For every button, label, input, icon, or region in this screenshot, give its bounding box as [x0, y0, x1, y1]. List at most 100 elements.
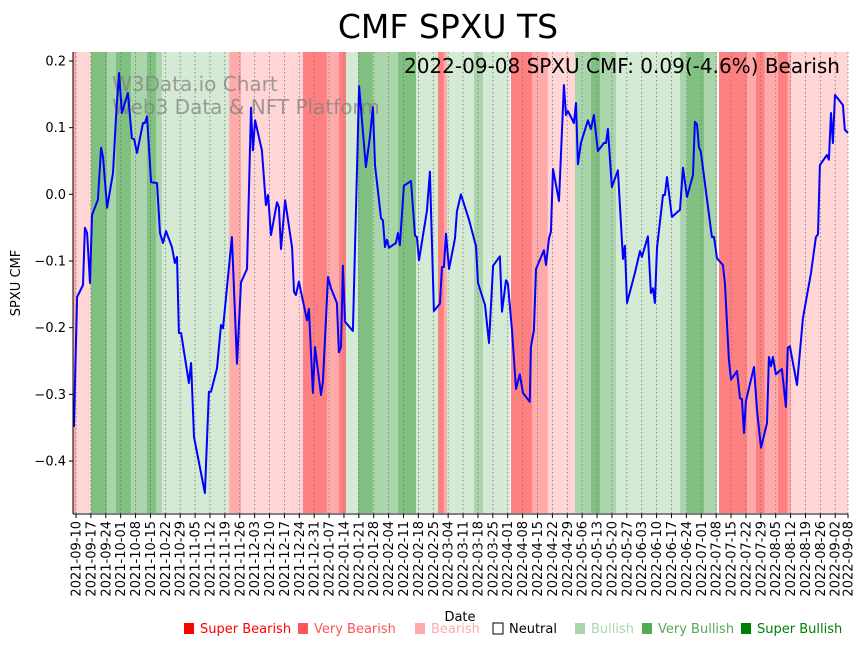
x-tick-label: 2022-07-01: [695, 521, 710, 597]
x-gridlines: [75, 52, 849, 514]
x-tick-label: 2022-09-08: [842, 521, 857, 597]
band-very-bullish: [600, 52, 616, 513]
y-ticks: 0.2 0.1 0.0 −0.1 −0.2 −0.3 −0.4: [34, 55, 73, 470]
band-very-bullish: [107, 52, 116, 513]
band-very-bearish: [326, 52, 339, 513]
band-super-bullish: [358, 52, 373, 513]
band-very-bearish: [746, 52, 756, 513]
chart-title: CMF SPXU TS: [338, 7, 558, 46]
legend-item: Bearish: [415, 622, 480, 637]
x-tick-label: 2022-06-10: [650, 521, 665, 597]
legend-swatch: [184, 623, 194, 634]
latest-value-annotation: 2022-09-08 SPXU CMF: 0.09(-4.6%) Bearish: [404, 54, 840, 78]
band-very-bullish: [155, 52, 162, 513]
x-tick-label: 2022-09-02: [829, 521, 844, 597]
x-tick-label: 2021-09-17: [84, 521, 99, 597]
legend-swatch: [415, 623, 425, 634]
x-tick-label: 2021-09-24: [99, 521, 114, 597]
legend-label: Bearish: [431, 622, 480, 637]
x-tick-label: 2022-06-24: [680, 521, 695, 597]
watermark-line-2: Web3 Data & NFT Platform: [112, 95, 380, 119]
sentiment-bands: [73, 52, 848, 513]
band-very-bullish: [131, 52, 148, 513]
x-tick-label: 2022-01-14: [337, 521, 352, 597]
x-ticks: 2021-09-10 2021-09-17 2021-09-24 2021-10-01…: [70, 514, 857, 597]
x-tick-label: 2022-02-25: [427, 521, 442, 597]
legend-swatch: [492, 622, 504, 635]
y-tick-label: 0.0: [45, 188, 66, 203]
x-tick-label: 2022-01-21: [352, 521, 367, 597]
band-very-bearish: [443, 52, 447, 513]
legend-item: Neutral: [492, 622, 557, 637]
x-tick-label: 2022-05-06: [576, 521, 591, 597]
axes: [72, 52, 848, 515]
x-tick-label: 2022-06-17: [665, 521, 680, 597]
band-super-bullish: [115, 52, 132, 513]
legend-swatch: [741, 623, 751, 634]
y-tick-label: −0.4: [34, 455, 66, 470]
band-bullish: [161, 52, 230, 513]
x-tick-label: 2022-06-03: [635, 521, 650, 597]
band-bullish: [346, 52, 359, 513]
band-bullish: [446, 52, 474, 513]
x-tick-label: 2021-10-01: [114, 521, 129, 597]
band-very-bearish: [531, 52, 548, 513]
y-tick-label: 0.1: [45, 121, 66, 136]
x-tick-label: 2021-12-24: [293, 521, 308, 597]
x-tick-label: 2021-11-12: [203, 521, 218, 597]
x-tick-label: 2021-10-08: [129, 521, 144, 597]
legend-swatch: [298, 623, 308, 634]
legend-label: Neutral: [509, 622, 557, 637]
band-very-bullish: [574, 52, 591, 513]
x-tick-label: 2022-08-19: [799, 521, 814, 597]
x-tick-label: 2022-05-20: [605, 521, 620, 597]
x-tick-label: 2022-07-29: [754, 521, 769, 597]
watermark-line-1: W3Data.io Chart: [112, 72, 278, 96]
band-super-bullish: [590, 52, 601, 513]
x-tick-label: 2022-01-07: [323, 521, 338, 597]
x-tick-label: 2022-07-15: [725, 521, 740, 597]
band-very-bullish: [704, 52, 717, 513]
legend-label: Very Bullish: [658, 622, 734, 637]
x-tick-label: 2022-07-22: [739, 521, 754, 597]
x-tick-label: 2021-12-17: [278, 521, 293, 597]
legend-swatch: [575, 623, 585, 634]
band-super-bearish: [718, 52, 747, 513]
x-tick-label: 2021-10-15: [144, 521, 159, 597]
x-tick-label: 2022-04-22: [546, 521, 561, 597]
band-super-bearish: [777, 52, 788, 513]
x-tick-label: 2021-11-26: [233, 521, 248, 597]
x-tick-label: 2021-12-10: [263, 521, 278, 597]
legend-item: Very Bearish: [298, 622, 396, 637]
legend-label: Super Bullish: [757, 622, 842, 637]
band-very-bearish: [787, 52, 792, 513]
cmf-series-line: [72, 72, 849, 494]
band-super-bullish: [90, 52, 108, 513]
legend-item: Super Bearish: [184, 622, 291, 637]
legend-item: Bullish: [575, 622, 634, 637]
y-tick-label: −0.1: [34, 255, 66, 270]
x-tick-label: 2021-09-10: [70, 521, 85, 597]
legend: Super Bearish Very Bearish Bearish Neutral B…: [184, 622, 842, 637]
band-super-bearish: [755, 52, 765, 513]
x-tick-label: 2022-04-15: [531, 521, 546, 597]
x-tick-label: 2022-03-11: [457, 521, 472, 597]
band-bearish: [791, 52, 848, 513]
band-very-bearish: [229, 52, 242, 513]
x-tick-label: 2022-04-29: [561, 521, 576, 597]
x-tick-label: 2021-11-05: [189, 521, 204, 597]
x-tick-label: 2021-12-31: [308, 521, 323, 597]
legend-label: Super Bearish: [200, 622, 291, 637]
band-bullish: [416, 52, 438, 513]
x-axis-label: Date: [444, 610, 475, 625]
x-tick-label: 2022-08-12: [784, 521, 799, 597]
band-very-bearish: [73, 52, 76, 513]
legend-item: Super Bullish: [741, 622, 842, 637]
x-tick-label: 2022-01-28: [367, 521, 382, 597]
x-tick-label: 2021-10-22: [159, 521, 174, 597]
x-tick-label: 2022-04-08: [516, 521, 531, 597]
band-super-bullish: [687, 52, 705, 513]
legend-item: Very Bullish: [642, 622, 734, 637]
y-axis-label: SPXU CMF: [9, 250, 24, 316]
